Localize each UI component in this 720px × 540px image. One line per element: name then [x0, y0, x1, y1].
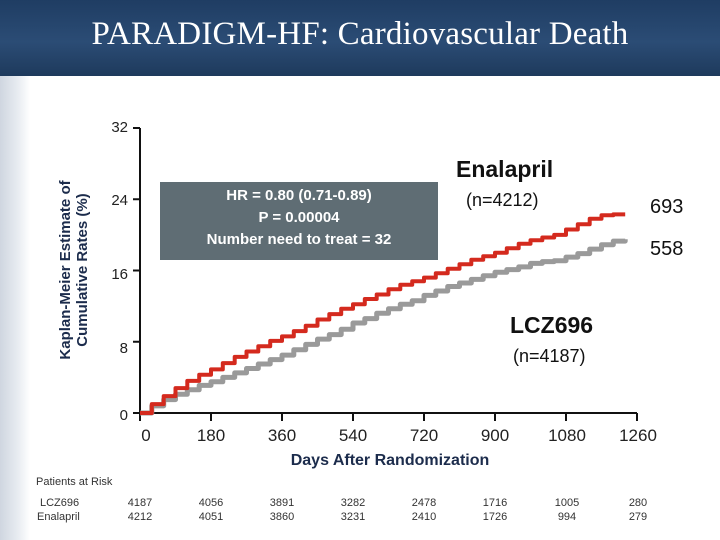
enalapril-series-line — [140, 212, 626, 415]
y-tick-label: 24 — [111, 192, 128, 209]
nnt-line: Number need to treat = 32 — [206, 231, 392, 248]
lcz696-end-value: 558 — [650, 238, 684, 260]
risk-cell: 4187 — [127, 497, 153, 509]
slide-title: PARADIGM-HF: Cardiovascular Death — [91, 16, 629, 52]
risk-cell: 3231 — [340, 511, 366, 523]
risk-cell: 280 — [628, 497, 648, 509]
x-axis-label: Days After Randomization — [290, 452, 490, 469]
risk-cell: 2478 — [411, 497, 437, 509]
y-tick-label: 32 — [111, 119, 128, 136]
p-value-line: P = 0.00004 — [258, 209, 340, 226]
risk-cell: 1716 — [482, 497, 508, 509]
risk-table-title: Patients at Risk — [36, 476, 113, 488]
risk-cell: 4056 — [198, 497, 224, 509]
risk-cell: 2410 — [411, 511, 437, 523]
hazard-ratio-box: HR = 0.80 (0.71-0.89) P = 0.00004 Number… — [160, 182, 438, 260]
risk-cell: 1726 — [482, 511, 508, 523]
lcz696-n-label: (n=4187) — [513, 346, 586, 366]
risk-cell: 4051 — [198, 511, 224, 523]
x-tick-label: 900 — [480, 426, 510, 445]
x-tick-label: 1260 — [619, 426, 657, 445]
y-tick-label: 8 — [119, 340, 128, 357]
enalapril-label: Enalapril — [456, 156, 554, 182]
y-axis-label-line-1: Kaplan-Meier Estimate of — [57, 180, 74, 360]
x-tick-label: 540 — [338, 426, 368, 445]
lcz696-series-line — [140, 238, 628, 416]
risk-cell: 3891 — [269, 497, 295, 509]
risk-row-label: Enalapril — [37, 511, 80, 523]
x-tick-label: 720 — [409, 426, 439, 445]
x-tick-label: 360 — [267, 426, 297, 445]
y-tick-label: 0 — [119, 407, 128, 424]
enalapril-n-label: (n=4212) — [466, 190, 539, 210]
risk-cell: 279 — [628, 511, 648, 523]
risk-row-label: LCZ696 — [40, 497, 80, 509]
risk-cell: 994 — [557, 511, 577, 523]
slide-header: PARADIGM-HF: Cardiovascular Death — [0, 0, 720, 76]
enalapril-end-value: 693 — [650, 196, 684, 218]
hr-line: HR = 0.80 (0.71-0.89) — [226, 187, 372, 204]
x-tick-label: 1080 — [548, 426, 586, 445]
lcz696-label: LCZ696 — [510, 312, 594, 338]
left-decorative-band — [0, 76, 30, 540]
x-tick-label: 180 — [196, 426, 226, 445]
risk-cell: 4212 — [127, 511, 153, 523]
x-tick-label: 0 — [141, 426, 151, 445]
risk-cell: 3860 — [269, 511, 295, 523]
risk-cell: 3282 — [340, 497, 366, 509]
risk-cell: 1005 — [554, 497, 580, 509]
y-tick-label: 16 — [111, 266, 128, 283]
